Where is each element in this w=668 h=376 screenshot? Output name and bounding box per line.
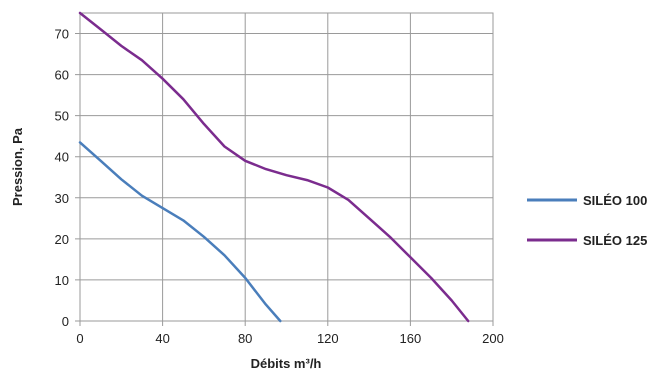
- x-tick-label: 80: [238, 331, 252, 346]
- y-tick-label: 30: [55, 191, 69, 206]
- x-axis-title: Débits m³/h: [251, 356, 322, 371]
- y-axis-title: Pression, Pa: [10, 127, 25, 206]
- y-tick-label: 70: [55, 27, 69, 42]
- x-tick-label: 160: [400, 331, 422, 346]
- y-tick-label: 40: [55, 150, 69, 165]
- y-tick-label: 10: [55, 273, 69, 288]
- y-tick-label: 0: [62, 314, 69, 329]
- y-tick-labels: 0 10 20 30 40 50 60 70: [55, 27, 69, 329]
- legend-label-0: SILÉO 100: [583, 193, 647, 208]
- x-tick-label: 200: [482, 331, 504, 346]
- x-tick-label: 0: [76, 331, 83, 346]
- x-tick-labels: 0 40 80 120 160 200: [76, 331, 503, 346]
- y-tick-label: 50: [55, 109, 69, 124]
- legend: SILÉO 100 SILÉO 125: [527, 193, 647, 248]
- y-tick-label: 20: [55, 232, 69, 247]
- x-tick-label: 120: [317, 331, 339, 346]
- x-gridlines: [79, 13, 494, 326]
- legend-label-1: SILÉO 125: [583, 233, 647, 248]
- y-tick-label: 60: [55, 68, 69, 83]
- x-tick-label: 40: [155, 331, 169, 346]
- series-line-1: [78, 11, 470, 323]
- series-line-0: [78, 141, 282, 323]
- series-lines: [78, 11, 470, 323]
